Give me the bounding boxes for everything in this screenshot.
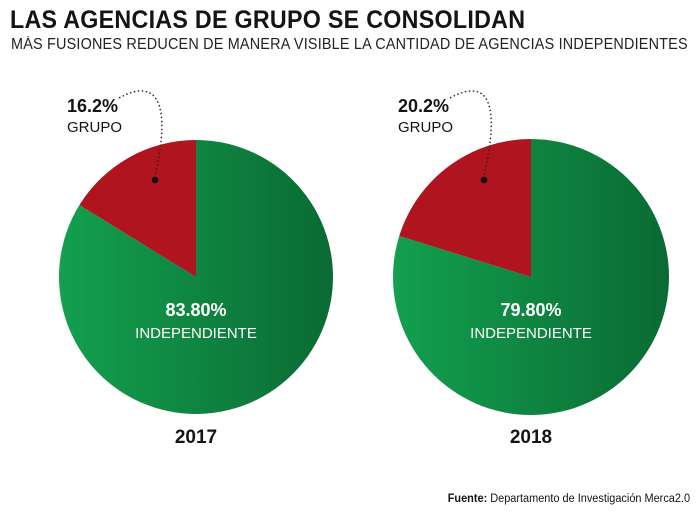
slice-independiente-2017 (58, 140, 333, 414)
source-note: Fuente: Departamento de Investigación Me… (448, 493, 690, 505)
chart-title: LAS AGENCIAS DE GRUPO SE CONSOLIDAN (10, 6, 526, 34)
source-text: Departamento de Investigación Merca2.0 (490, 493, 690, 505)
callout-dot-2018 (480, 176, 488, 184)
label-independiente-name-2017: INDEPENDIENTE (135, 325, 257, 342)
slice-independiente-2018 (393, 139, 670, 415)
label-independiente-value-2018: 79.80% (500, 300, 561, 320)
source-label: Fuente: (447, 493, 488, 505)
callout-dot-2017 (151, 176, 159, 184)
label-grupo-value-2017: 16.2% (67, 96, 118, 116)
label-independiente-name-2018: INDEPENDIENTE (470, 325, 592, 342)
label-grupo-value-2018: 20.2% (398, 96, 449, 116)
label-grupo-name-2018: GRUPO (398, 119, 453, 136)
callout-leader-2017 (118, 90, 163, 177)
year-label-2017: 2017 (175, 427, 217, 448)
year-label-2018: 2018 (510, 427, 552, 448)
chart-subtitle: MÁS FUSIONES REDUCEN DE MANERA VISIBLE L… (11, 36, 688, 53)
label-grupo-name-2017: GRUPO (67, 119, 122, 136)
slice-grupo-2017 (79, 140, 196, 277)
slice-grupo-2018 (399, 139, 531, 277)
callout-leader-2018 (449, 90, 492, 177)
label-independiente-value-2017: 83.80% (165, 300, 226, 320)
